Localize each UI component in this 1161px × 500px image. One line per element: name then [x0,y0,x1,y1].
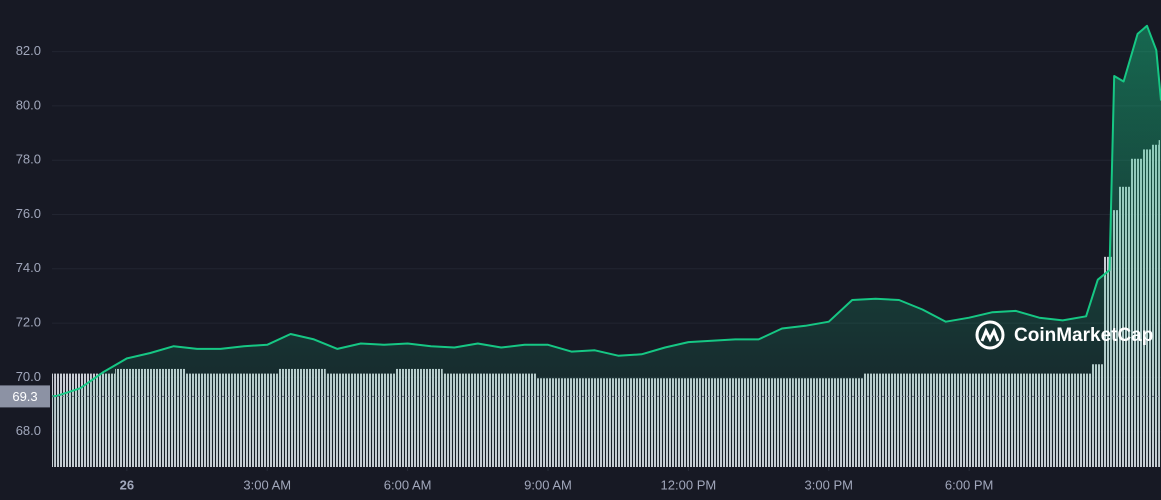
x-tick-label: 6:00 PM [945,477,993,492]
x-tick-label: 6:00 AM [384,477,432,492]
watermark-logo-mark [980,327,1000,343]
x-tick-label: 9:00 AM [524,477,572,492]
watermark-logo [975,320,1005,350]
reference-label-box [0,385,50,408]
axes-layer: 68.0 70.0 72.0 74.0 76.0 78.0 80.0 82.0 26 3:00 A… [0,43,1161,492]
x-tick-label: 26 [120,477,134,492]
x-tick-label: 12:00 PM [661,477,717,492]
x-tick-label: 3:00 PM [805,477,853,492]
y-tick-label: 80.0 [16,97,41,112]
price-line [51,24,1161,398]
x-tick-label: 3:00 AM [243,477,291,492]
reference-label: 69.3 [12,389,37,404]
y-tick-label: 68.0 [16,423,41,438]
price-area [52,25,1161,468]
y-tick-label: 82.0 [16,43,41,58]
y-tick-label: 76.0 [16,206,41,221]
y-tick-label: 70.0 [16,369,41,384]
y-tick-label: 78.0 [16,152,41,167]
y-tick-label: 72.0 [16,315,41,330]
watermark-text: CoinMarketCap [1014,325,1153,346]
y-tick-label: 74.0 [16,260,41,275]
plot-layer [51,24,1161,468]
watermark: CoinMarketCap [975,320,1153,350]
